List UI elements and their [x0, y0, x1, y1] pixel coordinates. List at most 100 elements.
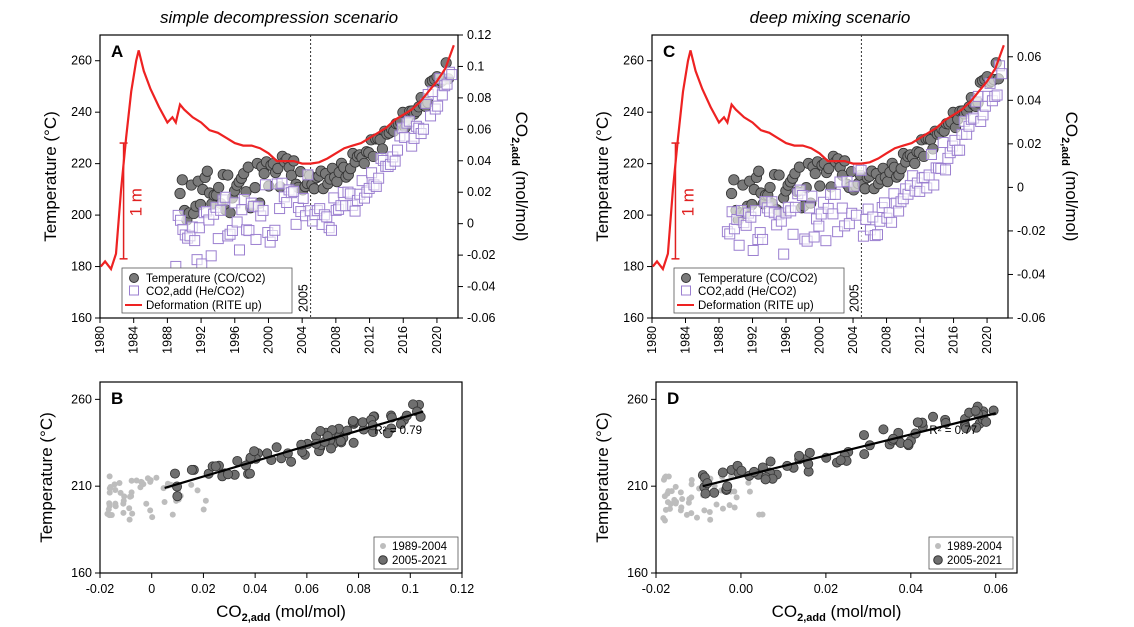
y-tick-label-d: 210	[627, 479, 648, 493]
y-tick-label-c: 200	[623, 208, 644, 222]
series-1989-2004-b	[104, 473, 209, 523]
y2-tick-label-a: 0.12	[467, 28, 491, 42]
y-tick-label-a: 220	[71, 157, 92, 171]
point-2005-2021	[722, 481, 733, 492]
co2-point	[321, 211, 333, 223]
y-tick-label-a: 200	[71, 208, 92, 222]
co2-point	[325, 224, 337, 236]
temperature-point	[725, 187, 738, 200]
point-1989-2004	[745, 479, 752, 486]
legend-marker-co2-a	[129, 285, 139, 296]
y2-tick-label-c: -0.06	[1017, 311, 1046, 325]
co2-point	[815, 208, 827, 220]
co2-point	[274, 203, 286, 215]
point-1989-2004	[105, 506, 112, 513]
legend-label-temperature-a: Temperature (CO/CO2)	[146, 273, 266, 285]
point-2005-2021	[232, 455, 243, 466]
point-1989-2004	[671, 496, 678, 503]
point-1989-2004	[129, 510, 136, 517]
co2-point	[879, 197, 891, 209]
point-1989-2004	[677, 489, 684, 496]
legend-label-1989-d: 1989-2004	[947, 541, 1003, 553]
co2-point	[276, 177, 288, 189]
co2-point	[269, 224, 281, 236]
co2-point	[436, 89, 448, 101]
y-tick-label-d: 260	[627, 392, 648, 406]
legend-label-co2-c: CO2,add (He/CO2)	[698, 286, 797, 298]
co2-point	[757, 233, 769, 245]
plot-frame-a	[99, 34, 459, 319]
point-2005-2021	[970, 405, 981, 416]
x-tick-label-c: 1984	[679, 326, 693, 354]
y-tick-label-a: 160	[71, 311, 92, 325]
panel-label-b: B	[111, 389, 123, 408]
y-tick-label-b: 260	[71, 392, 92, 406]
point-2005-2021	[928, 411, 939, 422]
y2-tick-label-a: 0.02	[467, 185, 491, 199]
vline-label-a: 2005	[297, 284, 311, 312]
point-1989-2004	[147, 507, 154, 514]
co2-point	[747, 244, 759, 256]
x-tick-label-c: 2004	[846, 326, 860, 354]
legend-marker-co2-c	[681, 285, 691, 296]
point-1989-2004	[161, 498, 168, 505]
point-1989-2004	[733, 494, 740, 501]
point-1989-2004	[194, 487, 201, 494]
y2-tick-label-c: 0.06	[1017, 50, 1041, 64]
point-1989-2004	[686, 495, 693, 502]
co2-point	[766, 196, 778, 208]
point-1989-2004	[672, 483, 679, 490]
point-1989-2004	[120, 500, 127, 507]
y-axis-label-d: Temperature (°C)	[593, 412, 612, 543]
co2-point	[883, 207, 895, 219]
x-tick-label-b: 0.12	[450, 582, 474, 596]
co2-point	[855, 164, 867, 176]
x-tick-label-b: 0.1	[402, 582, 419, 596]
plot-frame-d	[655, 381, 1018, 574]
point-1989-2004	[679, 495, 686, 502]
point-1989-2004	[668, 488, 675, 495]
point-1989-2004	[688, 481, 695, 488]
point-1989-2004	[677, 507, 684, 514]
x-tick-label-c: 1988	[712, 326, 726, 354]
co2-point	[257, 204, 269, 216]
y2-tick-label-c: -0.02	[1017, 224, 1046, 238]
point-1989-2004	[713, 501, 720, 508]
x-tick-label-a: 1988	[160, 326, 174, 354]
point-2005-2021	[878, 424, 889, 435]
x-tick-label-b: 0.08	[346, 582, 370, 596]
point-2005-2021	[271, 442, 282, 453]
x-tick-label-c: 2000	[813, 326, 827, 354]
point-1989-2004	[731, 488, 738, 495]
x-tick-label-a: 1992	[194, 326, 208, 354]
y2-axis-label-a: CO2,add (mol/mol)	[509, 112, 531, 242]
legend-box-a	[121, 267, 293, 314]
co2-point	[789, 201, 801, 213]
co2-point	[848, 180, 860, 192]
co2-point	[288, 185, 300, 197]
point-1989-2004	[662, 506, 669, 513]
x-tick-label-a: 1996	[228, 326, 242, 354]
temperature-point	[773, 169, 785, 181]
scale-bar-label-c: 1 m	[678, 188, 697, 216]
point-1989-2004	[126, 505, 133, 512]
y-tick-label-c: 180	[623, 260, 644, 274]
r2-label-d: R² = 0.77	[929, 425, 977, 437]
point-2005-2021	[902, 438, 913, 449]
legend-label-2005-b: 2005-2021	[392, 555, 447, 567]
point-1989-2004	[138, 478, 145, 485]
point-2005-2021	[858, 430, 869, 441]
plot-frame-b	[99, 381, 463, 574]
x-tick-label-a: 2012	[363, 326, 377, 354]
temperature-point	[213, 181, 225, 194]
point-2005-2021	[736, 465, 747, 476]
legend-label-deformation-c: Deformation (RITE up)	[698, 300, 814, 312]
legend-box-d	[928, 536, 1014, 570]
co2-point	[991, 89, 1003, 101]
co2-point	[954, 144, 966, 156]
co2-point	[813, 220, 825, 232]
co2-series-c	[721, 60, 1008, 260]
point-2005-2021	[326, 443, 337, 454]
point-1989-2004	[112, 500, 119, 507]
point-1989-2004	[707, 516, 714, 523]
